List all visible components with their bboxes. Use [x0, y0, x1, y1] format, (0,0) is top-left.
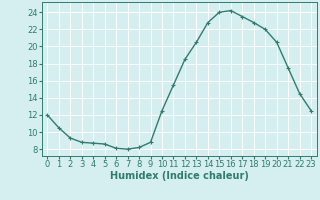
X-axis label: Humidex (Indice chaleur): Humidex (Indice chaleur) — [110, 171, 249, 181]
